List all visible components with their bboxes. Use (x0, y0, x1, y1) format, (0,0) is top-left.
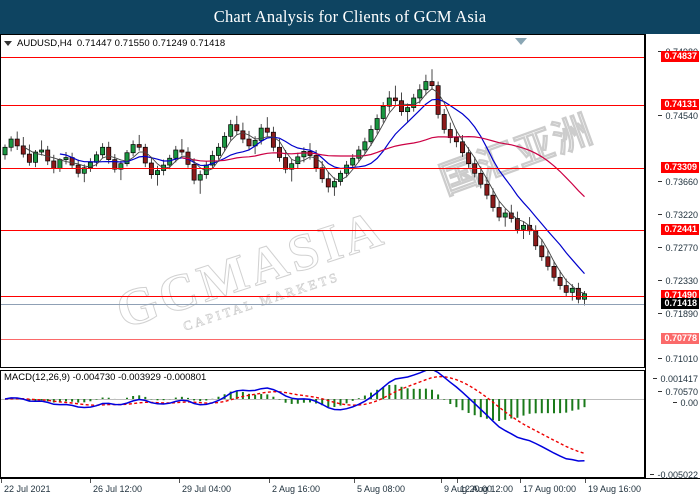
price-tick: 0.73220 (658, 210, 698, 220)
bid-price-label[interactable]: 0.71418 (661, 298, 699, 309)
macd-series (4, 371, 586, 462)
time-tick-mark (457, 479, 458, 483)
time-tick-label: 9 Aug 20:00 (444, 484, 493, 494)
price-tick: 0.73660 (658, 177, 698, 187)
price-level-label[interactable]: 0.71490 (661, 290, 699, 301)
level-line-070778 (1, 339, 644, 340)
ohlc-values: 0.71447 0.71550 0.71249 0.71418 (76, 37, 226, 49)
time-tick-mark (90, 479, 91, 483)
macd-tick: 0.00 (673, 398, 698, 408)
price-level-label[interactable]: 0.73309 (661, 162, 699, 173)
time-tick-mark (585, 479, 586, 483)
symbol-label: AUDUSD,H4 (17, 37, 72, 49)
price-tick: 0.72770 (658, 243, 698, 253)
price-axis[interactable]: 0.749800.745400.736600.732200.727700.723… (645, 34, 700, 480)
candlestick-series (2, 69, 587, 306)
time-tick-label: 22 Jul 2021 (4, 484, 51, 494)
price-level-label[interactable]: 0.74837 (661, 51, 699, 62)
level-line-071490 (1, 296, 644, 297)
price-tick: 0.72330 (658, 276, 698, 286)
level-line-072441 (1, 230, 644, 231)
time-axis[interactable]: 22 Jul 2021 26 Jul 12:00 29 Jul 04:00 2 Aug… (0, 478, 700, 500)
macd-label: MACD(12,26,9) -0.004730 -0.003929 -0.000… (4, 372, 207, 383)
time-tick-label: 12 Aug 12:00 (460, 484, 514, 494)
time-tick-mark (520, 479, 521, 483)
level-line-074131 (1, 105, 644, 106)
time-tick-mark (1, 479, 2, 483)
level-line-074837 (1, 57, 644, 58)
price-level-label[interactable]: 0.72441 (661, 224, 699, 235)
macd-pane[interactable]: MACD(12,26,9) -0.004730 -0.003929 -0.000… (0, 370, 645, 478)
price-tick: 0.71890 (658, 309, 698, 319)
time-tick-label: 29 Jul 04:00 (182, 484, 232, 494)
title-bar: Chart Analysis for Clients of GCM Asia (0, 0, 700, 34)
time-tick-label: 5 Aug 08:00 (357, 484, 406, 494)
price-tick: 0.74540 (658, 111, 698, 121)
page-title: Chart Analysis for Clients of GCM Asia (213, 7, 487, 26)
time-tick-mark (179, 479, 180, 483)
time-tick-mark (269, 479, 270, 483)
time-tick-mark (354, 479, 355, 483)
symbol-header: AUDUSD,H4 0.71447 0.71550 0.71249 0.7141… (4, 37, 225, 49)
time-tick-label: 26 Jul 12:00 (93, 484, 143, 494)
time-tick-label: 17 Aug 00:00 (523, 484, 577, 494)
level-line-073309 (1, 168, 644, 169)
time-tick-mark (441, 479, 442, 483)
time-tick-label: 2 Aug 16:00 (272, 484, 321, 494)
price-tick: 0.70570 (658, 387, 698, 397)
price-level-label[interactable]: 0.74131 (661, 99, 699, 110)
chart-frame: AUDUSD,H4 0.71447 0.71550 0.71249 0.7141… (0, 34, 700, 500)
price-tick: 0.71010 (658, 354, 698, 364)
collapse-marker-icon[interactable] (515, 38, 527, 45)
macd-tick: -0.005022 (650, 470, 698, 480)
price-pane[interactable]: AUDUSD,H4 0.71447 0.71550 0.71249 0.7141… (0, 34, 645, 368)
bid-price-line (1, 304, 644, 305)
price-level-label[interactable]: 0.70778 (661, 333, 699, 344)
time-tick-label: 19 Aug 16:00 (588, 484, 642, 494)
chevron-down-icon[interactable] (4, 40, 12, 46)
macd-tick: 0.001417 (653, 374, 698, 384)
